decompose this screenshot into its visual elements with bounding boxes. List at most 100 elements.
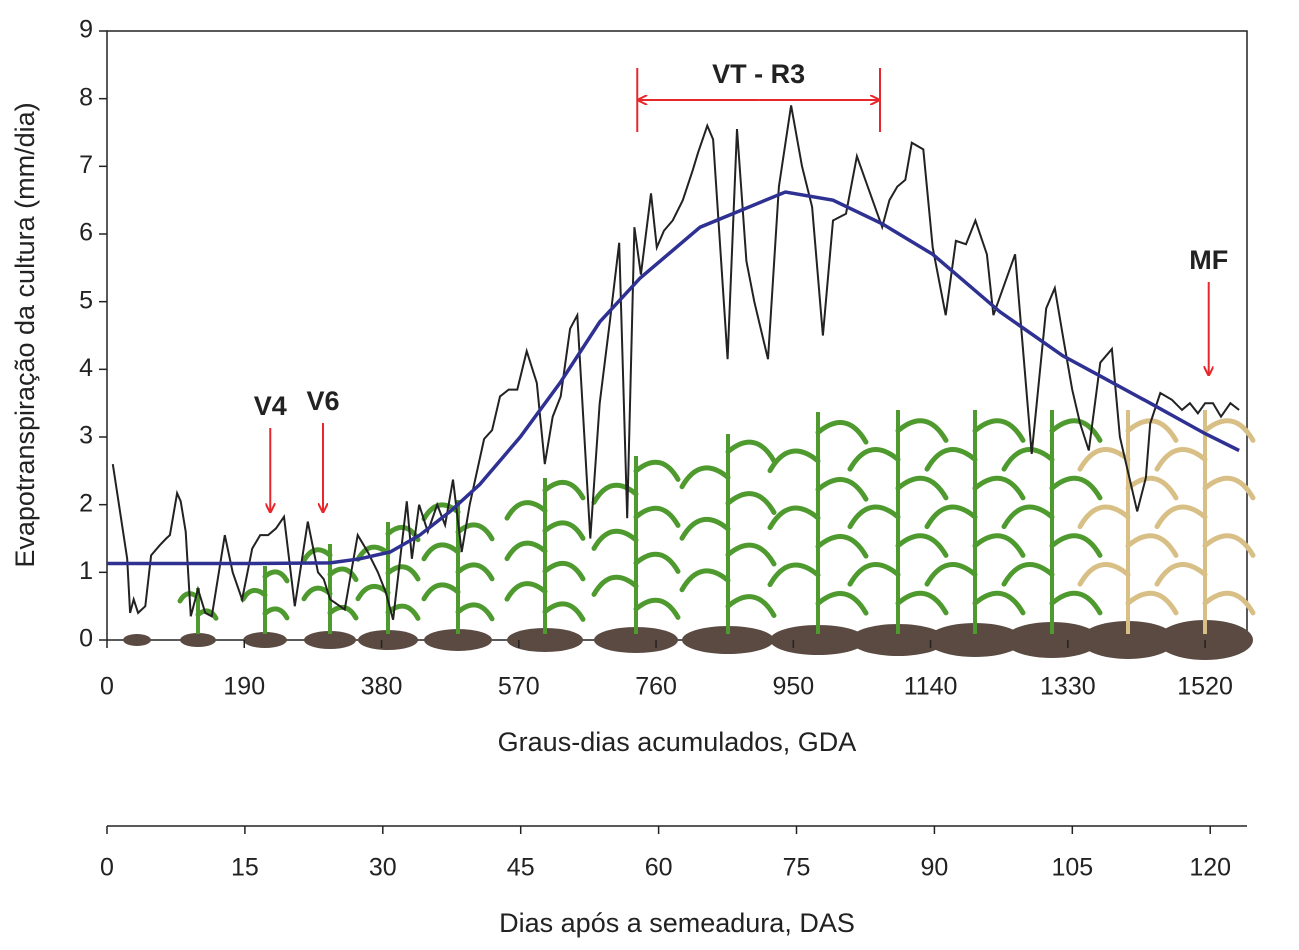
- range-label: VT - R3: [712, 59, 805, 89]
- x-tick-label: 950: [772, 673, 814, 701]
- annotation-label: V4: [254, 391, 287, 421]
- plant-leaf: [1049, 418, 1103, 443]
- plant-leaf: [1202, 418, 1256, 443]
- soil-mound: [682, 626, 774, 654]
- plant-leaf: [301, 547, 333, 563]
- plant-leaf: [455, 522, 495, 542]
- annotation-label: V6: [306, 386, 339, 416]
- soil-mound: [304, 631, 356, 649]
- plant-leaf: [195, 608, 219, 621]
- x-tick-label: 0: [100, 673, 114, 701]
- x2-tick-label: 15: [231, 854, 259, 882]
- x-axis-label: Graus-dias acumulados, GDA: [498, 727, 857, 757]
- plant-leaf: [847, 447, 901, 472]
- plant-leaf: [895, 590, 949, 616]
- y-tick-label: 0: [79, 625, 93, 653]
- plant-leaf: [924, 504, 978, 530]
- plant-leaf: [895, 533, 949, 558]
- plant-leaf: [542, 560, 586, 582]
- soil-mound: [1004, 622, 1100, 658]
- x2-tick-label: 105: [1051, 854, 1093, 882]
- y-axis-label: Evapotranspiração da cultura (mm/dia): [10, 102, 40, 567]
- plant-leaf: [542, 479, 586, 501]
- plant-leaf: [725, 594, 777, 618]
- plant-leaf: [327, 566, 359, 583]
- plant-leaf: [1077, 447, 1131, 472]
- plant-leaf: [1077, 504, 1131, 530]
- y-tick-label: 7: [79, 151, 93, 179]
- y-tick-label: 8: [79, 83, 93, 111]
- plant-leaf: [542, 601, 586, 622]
- plant-leaf: [1202, 475, 1256, 501]
- plant-leaf: [972, 418, 1026, 443]
- plant-leaf: [633, 597, 681, 620]
- plant-leaf: [847, 562, 901, 587]
- plant-leaf: [1154, 562, 1208, 587]
- x2-tick-label: 60: [645, 854, 673, 882]
- plant-leaf: [767, 448, 821, 474]
- plant-leaf: [240, 587, 268, 602]
- plant-leaf: [1001, 504, 1055, 530]
- plant-leaf: [455, 602, 495, 622]
- x-tick-label: 380: [361, 673, 403, 701]
- plant-leaf: [1125, 533, 1179, 558]
- plant-illustrations: [123, 410, 1256, 660]
- plant-leaf: [1202, 590, 1256, 616]
- plant-leaf: [767, 505, 821, 531]
- x-tick-label: 1520: [1177, 673, 1233, 701]
- plant-leaf: [725, 491, 777, 515]
- soil-mound: [180, 633, 216, 647]
- x-tick-label: 1140: [904, 673, 958, 701]
- plant-leaf: [542, 520, 586, 541]
- x-tick-label: 760: [635, 673, 677, 701]
- series-line: [107, 190, 1240, 566]
- x2-tick-label: 30: [369, 854, 397, 882]
- plant-leaf: [1125, 418, 1179, 443]
- plot-frame: [106, 30, 1248, 641]
- plant-leaf: [504, 581, 548, 602]
- x2-tick-label: 120: [1189, 854, 1231, 882]
- plant-leaf: [262, 606, 290, 621]
- plant-leaf: [847, 504, 901, 530]
- y-tick-label: 9: [79, 16, 93, 44]
- plant-leaf: [1154, 504, 1208, 530]
- y-tick-label: 2: [79, 489, 93, 517]
- x2-tick-label: 45: [507, 854, 535, 882]
- plant-leaf: [815, 591, 869, 616]
- plant-leaf: [895, 418, 949, 443]
- plant-leaf: [679, 568, 731, 593]
- plant-leaf: [767, 562, 821, 588]
- x-tick-label: 190: [223, 673, 265, 701]
- plant-leaf: [815, 534, 869, 559]
- plant-leaf: [972, 475, 1026, 501]
- plant-leaf: [591, 574, 639, 597]
- plant-leaf: [1202, 533, 1256, 558]
- plant-leaf: [455, 562, 495, 582]
- plant-leaf: [1077, 562, 1131, 587]
- plant-leaf: [262, 569, 290, 584]
- annotation-label: MF: [1189, 245, 1228, 275]
- plant-leaf: [421, 582, 461, 602]
- plant-leaf: [924, 447, 978, 472]
- soil-mound: [123, 634, 151, 646]
- x2-tick-label: 75: [783, 854, 811, 882]
- plant-leaf: [633, 505, 681, 528]
- plant-leaf: [972, 533, 1026, 558]
- soil-mound: [1080, 621, 1176, 659]
- plant-leaf: [504, 500, 548, 521]
- plant-leaf: [972, 590, 1026, 616]
- plant-leaf: [1125, 590, 1179, 616]
- plant-leaf: [815, 477, 869, 502]
- x2-tick-label: 90: [921, 854, 949, 882]
- x2-tick-label: 0: [100, 854, 114, 882]
- x-tick-label: 570: [498, 673, 540, 701]
- plant-leaf: [504, 540, 548, 562]
- plant-leaf: [355, 544, 391, 562]
- x-tick-label: 1330: [1040, 673, 1096, 701]
- plant-leaf: [1125, 475, 1179, 501]
- plant-leaf: [679, 516, 731, 541]
- plant-leaf: [591, 528, 639, 551]
- x2-axis-label: Dias após a semeadura, DAS: [499, 908, 855, 938]
- soil-mound: [850, 624, 946, 656]
